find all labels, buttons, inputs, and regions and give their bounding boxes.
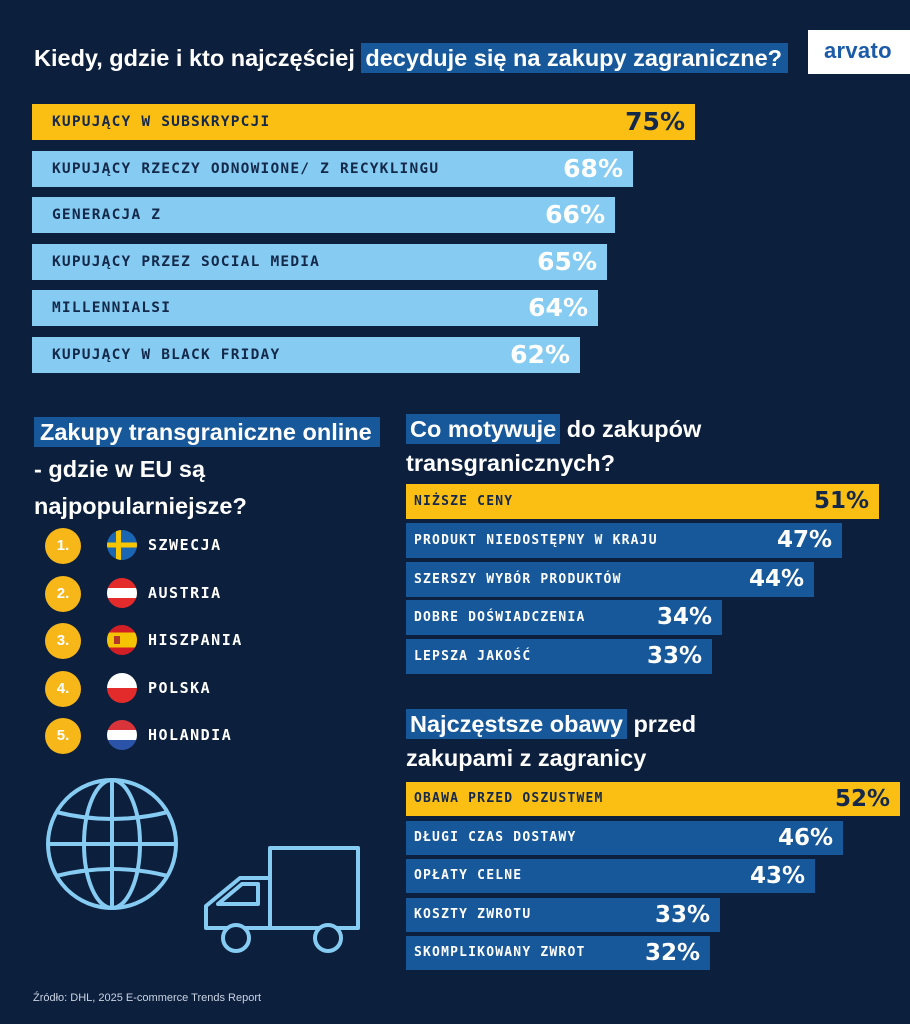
main-title-highlight: decyduje się na zakupy zagraniczne?: [361, 43, 788, 73]
delivery-truck-icon: [204, 846, 360, 953]
bar-value-label: 33%: [654, 901, 710, 928]
bar-value-label: 51%: [813, 488, 869, 514]
bar-label: DOBRE DOŚWIADCZENIA: [414, 610, 586, 626]
bar: KUPUJĄCY W BLACK FRIDAY 62%: [32, 336, 580, 373]
bar: SZERSZY WYBÓR PRODUKTÓW 44%: [406, 561, 814, 597]
country-name: HISZPANIA: [148, 631, 243, 649]
netherlands-flag-icon: [107, 720, 137, 750]
country-list-item: 2. AUSTRIA: [45, 574, 325, 614]
motivation-title-line2: transgranicznych?: [406, 450, 615, 476]
bar-value-label: 34%: [656, 604, 712, 631]
motivation-section-title: Co motywuje do zakupów transgranicznych?: [406, 412, 701, 480]
bar: KUPUJĄCY W SUBSKRYPCJI 75%: [32, 104, 695, 140]
bar-value-label: 65%: [537, 246, 597, 276]
bar-value-label: 64%: [528, 293, 588, 322]
bar: PRODUKT NIEDOSTĘPNY W KRAJU 47%: [406, 522, 842, 558]
bar-label: KOSZTY ZWROTU: [414, 906, 532, 922]
motivation-title-highlight: Co motywuje: [406, 414, 561, 444]
bar-label: KUPUJĄCY RZECZY ODNOWIONE/ Z RECYKLINGU: [52, 160, 440, 177]
bar-value-label: 46%: [777, 824, 833, 851]
bar: OBAWA PRZED OSZUSTWEM 52%: [406, 782, 900, 816]
bar-value-label: 62%: [510, 339, 570, 369]
concerns-title-rest: przed: [633, 711, 697, 737]
rank-badge: 5.: [45, 718, 81, 754]
eu-section-title: Zakupy transgraniczne online - gdzie w E…: [34, 414, 380, 525]
eu-title-line2: - gdzie w EU są: [34, 456, 206, 482]
concerns-section-title: Najczęstsze obawy przed zakupami z zagra…: [406, 707, 696, 775]
globe-icon: [46, 778, 178, 910]
country-name: SZWECJA: [148, 536, 222, 554]
eu-title-line3: najpopularniejsze?: [34, 493, 247, 519]
country-name: POLSKA: [148, 678, 212, 697]
country-name: AUSTRIA: [148, 583, 222, 602]
rank-badge: 4.: [45, 670, 81, 707]
bar-value-label: 66%: [545, 200, 605, 229]
rank-badge: 3.: [45, 623, 81, 659]
bar-label: PRODUKT NIEDOSTĘPNY W KRAJU: [414, 532, 658, 548]
bar: NIŻSZE CENY 51%: [406, 484, 879, 519]
bar-label: KUPUJĄCY W SUBSKRYPCJI: [52, 114, 271, 130]
concerns-title-highlight: Najczęstsze obawy: [406, 709, 627, 739]
bar-label: SKOMPLIKOWANY ZWROT: [414, 945, 586, 960]
country-list-item: 5. HOLANDIA: [45, 716, 325, 756]
source-note: Źródło: DHL, 2025 E-commerce Trends Repo…: [33, 992, 262, 1004]
bar: DŁUGI CZAS DOSTAWY 46%: [406, 820, 843, 855]
bar-value-label: 44%: [748, 565, 804, 592]
bar-value-label: 75%: [625, 107, 685, 136]
country-list-item: 3. HISZPANIA: [45, 621, 325, 661]
bar-label: MILLENNIALSI: [52, 300, 172, 316]
country-list-item: 4. POLSKA: [45, 669, 325, 709]
bar-value-label: 52%: [834, 786, 890, 812]
bar-label: NIŻSZE CENY: [414, 494, 514, 509]
bar-label: GENERACJA Z: [52, 207, 162, 223]
bar-label: SZERSZY WYBÓR PRODUKTÓW: [414, 571, 622, 587]
main-title-part1: Kiedy, gdzie i kto najczęściej: [34, 45, 355, 71]
poland-flag-icon: [107, 672, 137, 703]
country-name: HOLANDIA: [148, 726, 233, 744]
concerns-title-line2: zakupami z zagranicy: [406, 745, 647, 771]
bar: DOBRE DOŚWIADCZENIA 34%: [406, 600, 722, 636]
bar-label: KUPUJĄCY W BLACK FRIDAY: [52, 346, 281, 363]
bar-value-label: 33%: [646, 643, 702, 670]
bar: KUPUJĄCY RZECZY ODNOWIONE/ Z RECYKLINGU 6…: [32, 150, 633, 187]
spain-flag-icon: [107, 625, 137, 655]
austria-flag-icon: [107, 577, 137, 608]
sweden-flag-icon: [107, 530, 137, 560]
rank-badge: 2.: [45, 575, 81, 612]
bar: OPŁATY CELNE 43%: [406, 859, 815, 893]
arvato-logo: arvato: [808, 30, 910, 74]
rank-badge: 1.: [45, 528, 81, 564]
country-list-item: 1. SZWECJA: [45, 526, 325, 566]
bar: GENERACJA Z 66%: [32, 197, 615, 233]
eu-title-highlight: Zakupy transgraniczne online: [34, 417, 380, 447]
bar: SKOMPLIKOWANY ZWROT 32%: [406, 936, 710, 970]
bar: LEPSZA JAKOŚĆ 33%: [406, 639, 712, 675]
bar-value-label: 47%: [776, 526, 832, 553]
bar: KOSZTY ZWROTU 33%: [406, 897, 720, 932]
bar-value-label: 43%: [749, 863, 805, 889]
bar: MILLENNIALSI 64%: [32, 290, 598, 326]
bar-label: KUPUJĄCY PRZEZ SOCIAL MEDIA: [52, 253, 321, 270]
bar-value-label: 32%: [644, 940, 700, 966]
bar-label: OPŁATY CELNE: [414, 868, 523, 883]
bar-label: OBAWA PRZED OSZUSTWEM: [414, 791, 604, 806]
bar-label: LEPSZA JAKOŚĆ: [414, 649, 532, 665]
motivation-title-rest: do zakupów: [566, 416, 702, 442]
bar: KUPUJĄCY PRZEZ SOCIAL MEDIA 65%: [32, 243, 607, 280]
bar-value-label: 68%: [563, 153, 623, 183]
main-title: Kiedy, gdzie i kto najczęściej decyduje …: [34, 41, 788, 75]
bar-label: DŁUGI CZAS DOSTAWY: [414, 829, 577, 845]
